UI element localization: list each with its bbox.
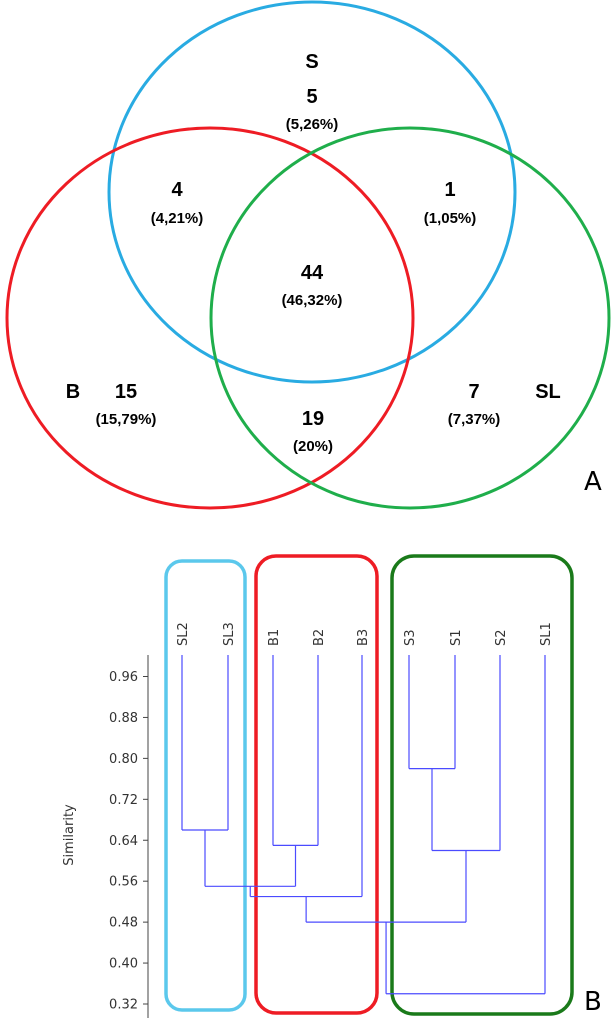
leaf-label-s1: S1: [449, 629, 464, 646]
y-tick-label: 0.80: [109, 752, 138, 767]
leaf-label-sl1: SL1: [539, 622, 554, 646]
y-tick-label: 0.56: [109, 875, 138, 890]
leaf-label-sl3: SL3: [222, 622, 237, 646]
leaf-label-b3: B3: [356, 629, 371, 646]
venn-circle-sl: [209, 126, 611, 510]
venn-circle-s: [107, 0, 517, 384]
y-tick-label: 0.88: [109, 711, 138, 726]
venn-count-s-only: 5: [306, 86, 317, 108]
leaf-label-b2: B2: [312, 629, 327, 646]
venn-set-label-b: B: [66, 381, 80, 403]
group-box-s: [390, 554, 574, 1016]
y-tick-label: 0.96: [109, 670, 138, 685]
y-axis-title: Similarity: [62, 804, 77, 866]
leaf-label-b1: B1: [267, 629, 282, 646]
y-tick-label: 0.32: [109, 998, 138, 1013]
venn-pct-s-b: (4,21%): [151, 210, 204, 227]
dendrogram: Similarity 0.960.880.800.720.640.560.480…: [62, 554, 602, 1018]
dendrogram-links: [181, 655, 546, 995]
leaf-labels: SL2 SL3 B1 B2 B3 S3 S1 S2 SL1: [176, 622, 554, 646]
venn-count-s-b: 4: [171, 179, 183, 201]
leaf-label-s3: S3: [403, 629, 418, 646]
venn-pct-b-sl: (20%): [293, 438, 333, 455]
venn-pct-s-only: (5,26%): [286, 116, 339, 133]
venn-count-b-sl: 19: [302, 408, 324, 430]
venn-circle-b: [5, 126, 415, 510]
y-axis-ticks: 0.96 0.88 0.80 0.72 0.64 0.56 0.48 0.40 0.32: [109, 670, 148, 1013]
venn-count-b-only: 15: [115, 381, 137, 403]
y-tick-label: 0.72: [109, 793, 138, 808]
venn-pct-sl-only: (7,37%): [448, 411, 501, 428]
venn-diagram: S B SL 5 (5,26%) 4 (4,21%) 1 (1,05%) 44 …: [5, 0, 611, 510]
venn-count-all: 44: [301, 262, 324, 284]
y-tick-label: 0.40: [109, 957, 138, 972]
group-box-b: [254, 554, 379, 1015]
venn-count-s-sl: 1: [444, 179, 455, 201]
y-tick-label: 0.48: [109, 916, 138, 931]
leaf-label-sl2: SL2: [176, 622, 191, 646]
group-box-sl: [164, 559, 247, 1012]
venn-pct-b-only: (15,79%): [96, 411, 157, 428]
venn-pct-s-sl: (1,05%): [424, 210, 477, 227]
venn-set-label-s: S: [305, 51, 318, 73]
panel-label-a: A: [584, 467, 602, 497]
venn-pct-all: (46,32%): [282, 292, 343, 309]
venn-set-label-sl: SL: [535, 381, 561, 403]
venn-count-sl-only: 7: [468, 381, 479, 403]
leaf-label-s2: S2: [494, 629, 509, 646]
panel-label-b: B: [584, 987, 602, 1017]
y-tick-label: 0.64: [109, 834, 138, 849]
